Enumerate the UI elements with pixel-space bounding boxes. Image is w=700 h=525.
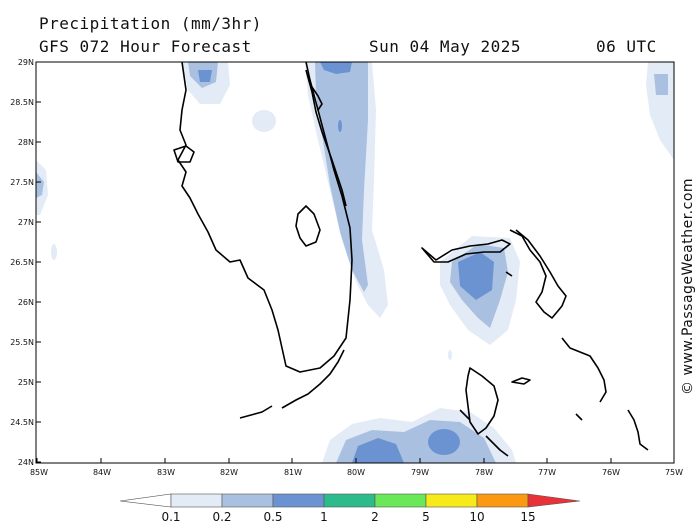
colorbar: 0.1 0.2 0.5 1 2 5 10 15 — [119, 493, 581, 524]
lon-label: 77W — [538, 468, 556, 477]
lat-labels: 29N 28.5N 28N 27.5N 27N 26.5N 26N 25.5N … — [10, 58, 34, 467]
lon-label: 75W — [665, 468, 683, 477]
colorbar-segment — [527, 493, 581, 508]
credit-text: © www.PassageWeather.com — [680, 177, 696, 395]
colorbar-label: 15 — [520, 510, 535, 524]
precip-area — [458, 252, 494, 300]
lon-label: 80W — [347, 468, 365, 477]
lon-labels: 85W 84W 83W 82W 81W 80W 79W 78W 77W 76W … — [30, 468, 683, 477]
colorbar-label: 0.1 — [161, 510, 180, 524]
colorbar-segment — [374, 493, 427, 508]
precip-area — [338, 120, 342, 132]
florida-coastline — [177, 62, 353, 373]
colorbar-label: 0.5 — [263, 510, 282, 524]
lon-label: 78W — [475, 468, 493, 477]
florida-keys — [239, 405, 273, 419]
new-providence — [511, 377, 531, 385]
lat-label: 24N — [18, 458, 34, 467]
lon-label: 85W — [30, 468, 48, 477]
precip-area — [352, 438, 404, 463]
lat-label: 27.5N — [10, 178, 34, 187]
colorbar-label: 2 — [371, 510, 379, 524]
lake-okeechobee — [295, 205, 321, 247]
coastline-detail — [575, 413, 583, 421]
precip-area — [51, 244, 57, 260]
colorbar-label: 10 — [469, 510, 484, 524]
lon-label: 79W — [411, 468, 429, 477]
colorbar-segment — [425, 493, 478, 508]
coastline-detail — [505, 271, 513, 277]
precipitation-layer — [36, 62, 674, 463]
colorbar-label: 5 — [422, 510, 430, 524]
precip-area — [198, 70, 212, 82]
exuma-cays — [485, 435, 509, 457]
lat-label: 26.5N — [10, 258, 34, 267]
lon-ticks — [36, 458, 675, 463]
precip-area — [252, 110, 276, 132]
forecast-date: Sun 04 May 2025 — [369, 37, 521, 56]
florida-keys — [281, 349, 345, 409]
colorbar-label: 1 — [320, 510, 328, 524]
eleuthera-island — [561, 337, 607, 403]
lat-ticks — [36, 61, 41, 463]
lat-label: 29N — [18, 58, 34, 67]
colorbar-label: 0.2 — [212, 510, 231, 524]
precip-area — [36, 172, 44, 198]
chart-title: Precipitation (mm/3hr) — [39, 14, 262, 33]
cat-island — [627, 409, 649, 451]
colorbar-segment — [221, 493, 274, 508]
tampa-bay — [173, 145, 195, 163]
lon-label: 76W — [602, 468, 620, 477]
coastline-layer — [173, 62, 649, 457]
andros-island — [465, 367, 499, 435]
colorbar-segment — [323, 493, 376, 508]
precip-area — [428, 429, 460, 455]
lon-label: 82W — [220, 468, 238, 477]
colorbar-segment — [170, 493, 223, 508]
colorbar-segment — [119, 493, 172, 508]
lat-label: 28.5N — [10, 98, 34, 107]
precip-area — [448, 350, 452, 360]
lon-label: 83W — [157, 468, 175, 477]
colorbar-segment — [476, 493, 529, 508]
lat-label: 27N — [18, 218, 34, 227]
lat-label: 28N — [18, 138, 34, 147]
coastline-detail — [459, 409, 471, 421]
coastline-detail — [309, 83, 323, 111]
forecast-model: GFS 072 Hour Forecast — [39, 37, 252, 56]
lon-label: 81W — [284, 468, 302, 477]
lat-label: 25N — [18, 378, 34, 387]
lat-label: 26N — [18, 298, 34, 307]
lat-label: 24.5N — [10, 418, 34, 427]
abaco-island — [509, 229, 567, 319]
barrier-island — [305, 69, 347, 207]
precip-area — [315, 62, 368, 292]
lat-label: 25.5N — [10, 338, 34, 347]
precip-area — [654, 74, 668, 95]
forecast-time: 06 UTC — [596, 37, 657, 56]
lon-label: 84W — [93, 468, 111, 477]
colorbar-segment — [272, 493, 325, 508]
precip-area — [320, 62, 352, 74]
grand-bahama — [421, 239, 511, 263]
